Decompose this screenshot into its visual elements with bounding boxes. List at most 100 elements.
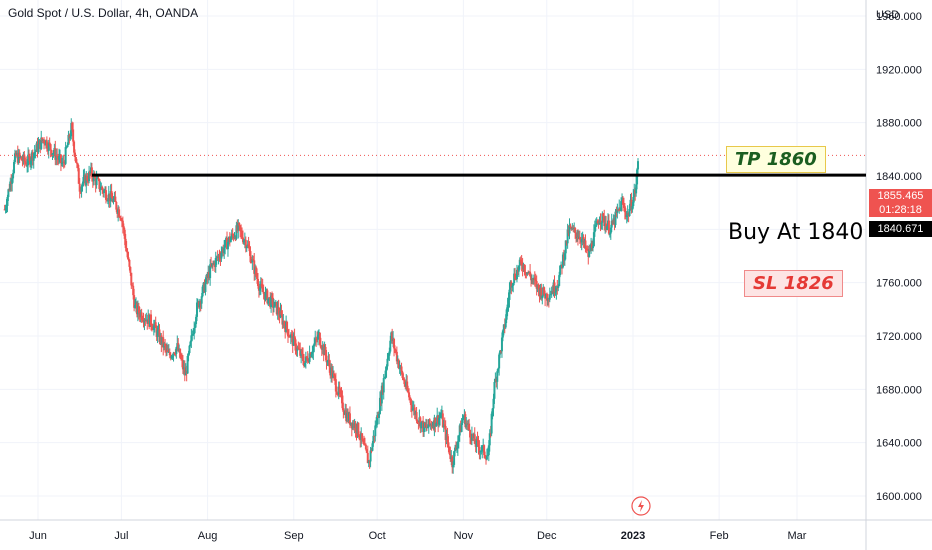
stop-loss-label[interactable]: SL 1826 xyxy=(744,270,843,297)
candle xyxy=(32,152,35,169)
candle xyxy=(37,136,40,154)
candle xyxy=(28,153,31,168)
candle xyxy=(27,147,30,173)
candle xyxy=(523,264,526,276)
candle xyxy=(580,232,583,251)
candle xyxy=(110,183,113,198)
candle xyxy=(357,422,360,438)
candle xyxy=(621,196,624,212)
candle xyxy=(125,241,128,253)
candle xyxy=(264,286,267,302)
candle xyxy=(18,149,21,164)
candle xyxy=(369,446,372,468)
candle xyxy=(50,149,53,157)
candle xyxy=(543,286,546,296)
candle xyxy=(391,328,394,344)
candle xyxy=(13,149,16,164)
candle xyxy=(289,332,292,345)
candle xyxy=(497,367,500,373)
candle xyxy=(529,264,532,278)
candle xyxy=(304,351,307,369)
candle xyxy=(566,223,569,249)
y-tick-label: 1720.000 xyxy=(876,331,922,343)
x-tick-label: Oct xyxy=(369,530,386,542)
candle xyxy=(468,418,471,431)
candle xyxy=(498,352,501,376)
candle xyxy=(382,374,385,400)
buy-label[interactable]: Buy At 1840 xyxy=(728,220,864,245)
candle xyxy=(490,411,493,437)
candle xyxy=(424,422,427,429)
candle xyxy=(444,420,447,448)
candle xyxy=(402,373,405,381)
candle xyxy=(515,264,518,283)
candle xyxy=(453,450,456,468)
candle xyxy=(413,404,416,420)
candle xyxy=(449,446,452,462)
candle xyxy=(244,236,247,253)
x-tick-label: 2023 xyxy=(621,530,645,542)
candle xyxy=(451,454,454,474)
lightning-icon[interactable] xyxy=(631,496,651,516)
candle xyxy=(191,330,194,341)
candle xyxy=(77,165,80,185)
x-tick-label: Feb xyxy=(710,530,729,542)
candle xyxy=(166,344,169,353)
chart-title: Gold Spot / U.S. Dollar, 4h, OANDA xyxy=(8,6,199,20)
candle xyxy=(374,420,377,442)
candle xyxy=(541,295,544,305)
candle xyxy=(438,411,441,428)
y-tick-label: 1680.000 xyxy=(876,384,922,396)
x-tick-label: Nov xyxy=(454,530,474,542)
x-tick-label: Sep xyxy=(284,530,304,542)
candle xyxy=(620,197,623,212)
candle xyxy=(51,153,54,160)
candle xyxy=(314,330,317,346)
candle xyxy=(179,348,182,359)
candle xyxy=(461,414,464,425)
candle xyxy=(59,154,62,172)
candle xyxy=(397,358,400,370)
candle xyxy=(354,420,357,438)
currency-label: USD xyxy=(876,9,900,21)
candle xyxy=(194,322,197,333)
candle xyxy=(315,336,318,347)
candle xyxy=(235,221,238,241)
candle xyxy=(454,444,457,457)
x-tick-label: Dec xyxy=(537,530,557,542)
y-tick-label: 1600.000 xyxy=(876,491,922,503)
candle xyxy=(488,429,491,452)
candle xyxy=(201,284,204,298)
candle xyxy=(78,177,81,199)
candle xyxy=(588,244,591,258)
candle xyxy=(92,170,95,186)
candle xyxy=(170,354,173,360)
candle xyxy=(126,248,129,260)
candle xyxy=(127,251,130,262)
candle xyxy=(593,220,596,237)
candle xyxy=(214,251,217,273)
candle xyxy=(599,213,602,232)
candle xyxy=(501,329,504,342)
candle xyxy=(407,385,410,394)
candle xyxy=(596,219,599,224)
y-tick-label: 1760.000 xyxy=(876,278,922,290)
candle xyxy=(190,328,193,349)
candle xyxy=(457,434,460,449)
x-tick-label: Aug xyxy=(198,530,218,542)
candles-series xyxy=(3,118,640,474)
candle xyxy=(54,140,57,166)
take-profit-label[interactable]: TP 1860 xyxy=(726,146,826,173)
candle xyxy=(485,448,488,461)
candle xyxy=(20,156,23,161)
candle xyxy=(181,355,184,374)
candle xyxy=(164,339,167,353)
x-tick-label: Jul xyxy=(114,530,128,542)
candle xyxy=(25,156,28,167)
candle xyxy=(119,215,122,222)
candle xyxy=(326,360,329,366)
candle xyxy=(512,282,515,293)
candle xyxy=(517,265,520,277)
candle xyxy=(591,240,594,251)
candle xyxy=(56,148,59,165)
